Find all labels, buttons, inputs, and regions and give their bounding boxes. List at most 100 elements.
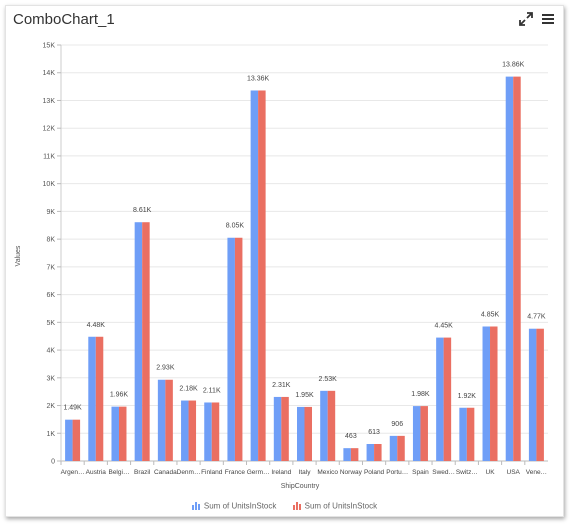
x-tick-label: Mexico (317, 469, 338, 476)
bar-2[interactable] (234, 237, 243, 461)
bar-1[interactable] (436, 337, 444, 461)
bar-1[interactable] (297, 406, 305, 461)
y-tick-label: 6K (46, 292, 55, 299)
data-label: 463 (345, 433, 357, 440)
data-label: 13.36K (247, 75, 270, 82)
bar-2[interactable] (188, 400, 197, 461)
bar-2[interactable] (374, 443, 382, 461)
bar-1[interactable] (227, 237, 235, 461)
bar-1[interactable] (65, 419, 73, 461)
bar-2[interactable] (513, 76, 521, 461)
x-tick-label: Germ… (247, 469, 270, 476)
legend-label: Sum of UnitsInStock (203, 501, 277, 511)
bars (65, 76, 544, 461)
data-label: 2.53K (319, 376, 338, 383)
legend-item-series-1[interactable]: Sum of UnitsInStock (191, 501, 277, 511)
bar-2[interactable] (258, 90, 266, 461)
bar-1[interactable] (343, 448, 351, 461)
y-tick-label: 12K (43, 126, 56, 133)
bar-1[interactable] (273, 396, 282, 461)
y-tick-label: 10K (43, 181, 56, 188)
bar-2[interactable] (72, 419, 81, 461)
data-label: 4.45K (434, 323, 453, 330)
bar-1[interactable] (204, 402, 212, 461)
bar-2[interactable] (95, 336, 104, 461)
y-tick-label: 14K (43, 70, 56, 77)
y-tick-label: 13K (43, 98, 56, 105)
x-axis-ticks: Argen… Austria Belgi… Brazil Canada Denm… Finl… (60, 461, 547, 476)
hamburger-menu-icon[interactable] (541, 12, 555, 31)
bar-1[interactable] (134, 222, 143, 461)
data-labels: 1.49K 4.48K 1.96K 8.61K 2.93K 2.18K 2.11K 8.05K… (63, 62, 545, 441)
bar-2[interactable] (536, 328, 544, 461)
x-tick-label: Switz… (456, 469, 478, 476)
bar-2[interactable] (397, 435, 405, 461)
bar-1[interactable] (181, 400, 189, 461)
chart-title: ComboChart_1 (13, 11, 115, 28)
data-label: 906 (391, 421, 403, 428)
y-tick-label: 1K (46, 431, 55, 438)
y-tick-label: 11K (43, 153, 55, 160)
y-tick-label: 4K (46, 348, 55, 355)
chart-card: ComboChart_1 0 1K 2K 3K 4K 5K 6K 7K 8K 9K 10K 11K 12… (5, 5, 564, 517)
legend-label: Sum of UnitsInStock (304, 501, 378, 511)
legend-item-series-2[interactable]: Sum of UnitsInStock (292, 501, 378, 511)
x-tick-label: France (225, 469, 246, 476)
bar-2[interactable] (350, 448, 359, 461)
x-tick-label: Ireland (271, 469, 291, 476)
bar-1[interactable] (320, 390, 328, 461)
bar-2[interactable] (165, 379, 173, 461)
bar-1[interactable] (88, 336, 96, 461)
bar-1[interactable] (459, 407, 467, 461)
legend: Sum of UnitsInStock Sum of UnitsInStock (6, 501, 563, 517)
bar-1[interactable] (111, 406, 119, 461)
x-tick-label: USA (507, 469, 521, 476)
bar-2[interactable] (327, 390, 336, 461)
x-tick-label: Canada (154, 469, 177, 476)
data-label: 1.95K (295, 392, 314, 399)
x-tick-label: Poland (364, 469, 385, 476)
x-tick-label: Swed… (432, 469, 455, 476)
data-label: 2.18K (179, 386, 198, 393)
bar-1[interactable] (528, 328, 537, 461)
bar-2[interactable] (118, 406, 127, 461)
x-tick-label: Vene… (526, 469, 547, 476)
bar-1[interactable] (505, 76, 514, 461)
data-label: 2.11K (203, 387, 221, 394)
bar-1[interactable] (412, 406, 421, 461)
bar-2[interactable] (490, 326, 498, 461)
bar-1[interactable] (482, 326, 491, 461)
bar-2[interactable] (420, 406, 428, 461)
data-label: 13.86K (502, 62, 525, 69)
bar-2[interactable] (443, 337, 452, 461)
x-tick-label: Brazil (134, 469, 151, 476)
x-tick-label: Denm… (177, 469, 201, 476)
data-label: 1.96K (110, 392, 129, 399)
x-tick-label: Austria (86, 469, 107, 476)
data-label: 1.92K (458, 393, 477, 400)
x-tick-label: Belgi… (108, 469, 129, 476)
data-label: 2.31K (272, 382, 291, 389)
bar-2[interactable] (304, 406, 313, 461)
data-label: 4.48K (87, 322, 106, 329)
bar-1[interactable] (389, 435, 398, 461)
chart-header: ComboChart_1 (6, 6, 563, 38)
expand-icon[interactable] (519, 12, 533, 31)
data-label: 4.85K (481, 311, 500, 318)
bar-2[interactable] (281, 396, 289, 461)
y-tick-label: 15K (43, 43, 56, 50)
data-label: 1.49K (63, 405, 82, 412)
bar-1[interactable] (366, 443, 375, 461)
bar-1[interactable] (250, 90, 259, 461)
x-tick-label: Italy (299, 469, 312, 476)
bar-2[interactable] (142, 222, 150, 461)
bar-2[interactable] (466, 407, 475, 461)
y-tick-label: 3K (46, 375, 55, 382)
data-label: 2.93K (156, 365, 175, 372)
y-tick-label: 8K (46, 237, 55, 244)
bar-1[interactable] (157, 379, 166, 461)
y-tick-label: 9K (46, 209, 55, 216)
x-axis-title: ShipCountry (281, 483, 320, 490)
bar-2[interactable] (211, 402, 220, 461)
data-label: 8.61K (133, 207, 152, 214)
